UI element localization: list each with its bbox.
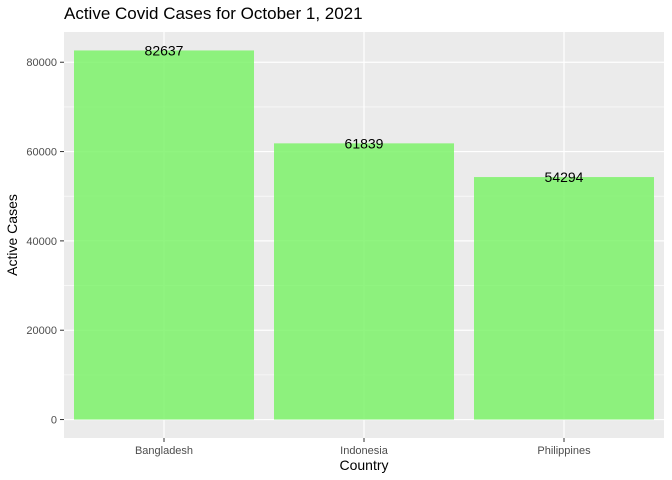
x-axis-title: Country	[339, 457, 388, 473]
bar-philippines	[474, 177, 654, 420]
data-label: 61839	[345, 135, 384, 151]
x-tick-label: Philippines	[537, 445, 591, 457]
y-tick-label: 20000	[26, 325, 57, 337]
x-tick-label: Indonesia	[340, 445, 389, 457]
bars	[74, 50, 654, 420]
bar-indonesia	[274, 143, 454, 420]
y-tick-label: 60000	[26, 147, 57, 159]
data-labels: 82637 61839 54294	[145, 42, 584, 185]
chart-title: Active Covid Cases for October 1, 2021	[64, 4, 363, 23]
x-tick-label: Bangladesh	[135, 445, 193, 457]
y-axis-title: Active Cases	[4, 194, 20, 276]
y-tick-label: 0	[51, 415, 57, 427]
y-tick-label: 40000	[26, 236, 57, 248]
x-axis: Bangladesh Indonesia Philippines	[135, 438, 591, 457]
y-axis: 0 20000 40000 60000 80000	[26, 57, 64, 427]
bar-bangladesh	[74, 50, 254, 420]
data-label: 54294	[545, 169, 584, 185]
y-tick-label: 80000	[26, 57, 57, 69]
data-label: 82637	[145, 42, 184, 58]
